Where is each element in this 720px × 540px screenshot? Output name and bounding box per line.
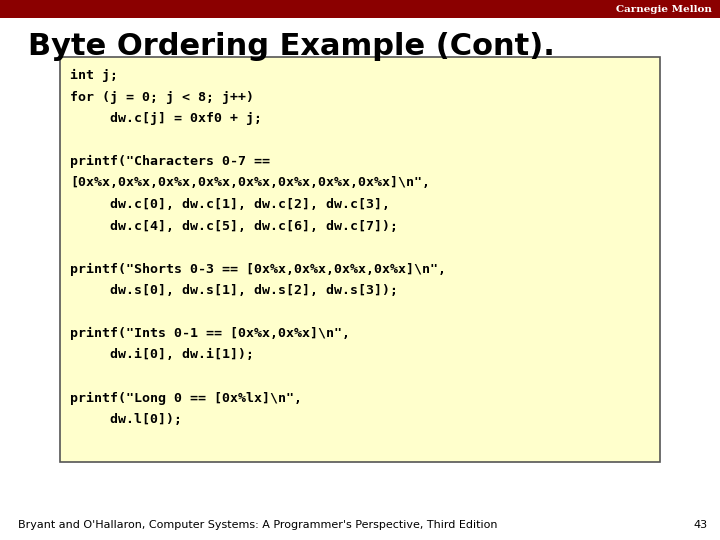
FancyBboxPatch shape bbox=[60, 57, 660, 462]
Text: Carnegie Mellon: Carnegie Mellon bbox=[616, 4, 712, 14]
Text: printf("Ints 0-1 == [0x%x,0x%x]\n",: printf("Ints 0-1 == [0x%x,0x%x]\n", bbox=[70, 327, 350, 340]
Text: dw.s[0], dw.s[1], dw.s[2], dw.s[3]);: dw.s[0], dw.s[1], dw.s[2], dw.s[3]); bbox=[70, 284, 398, 297]
Text: int j;: int j; bbox=[70, 69, 118, 82]
Text: printf("Long 0 == [0x%lx]\n",: printf("Long 0 == [0x%lx]\n", bbox=[70, 392, 302, 404]
Text: [0x%x,0x%x,0x%x,0x%x,0x%x,0x%x,0x%x,0x%x]\n",: [0x%x,0x%x,0x%x,0x%x,0x%x,0x%x,0x%x,0x%x… bbox=[70, 177, 430, 190]
Text: printf("Characters 0-7 ==: printf("Characters 0-7 == bbox=[70, 155, 270, 168]
Text: dw.i[0], dw.i[1]);: dw.i[0], dw.i[1]); bbox=[70, 348, 254, 361]
Text: dw.l[0]);: dw.l[0]); bbox=[70, 413, 182, 426]
Text: printf("Shorts 0-3 == [0x%x,0x%x,0x%x,0x%x]\n",: printf("Shorts 0-3 == [0x%x,0x%x,0x%x,0x… bbox=[70, 262, 446, 275]
Text: dw.c[j] = 0xf0 + j;: dw.c[j] = 0xf0 + j; bbox=[70, 112, 262, 125]
Text: Bryant and O'Hallaron, Computer Systems: A Programmer's Perspective, Third Editi: Bryant and O'Hallaron, Computer Systems:… bbox=[18, 520, 498, 530]
Text: for (j = 0; j < 8; j++): for (j = 0; j < 8; j++) bbox=[70, 91, 254, 104]
Text: 43: 43 bbox=[694, 520, 708, 530]
Text: Byte Ordering Example (Cont).: Byte Ordering Example (Cont). bbox=[28, 32, 555, 61]
Bar bbox=[0, 0, 720, 18]
Text: dw.c[0], dw.c[1], dw.c[2], dw.c[3],: dw.c[0], dw.c[1], dw.c[2], dw.c[3], bbox=[70, 198, 390, 211]
Text: dw.c[4], dw.c[5], dw.c[6], dw.c[7]);: dw.c[4], dw.c[5], dw.c[6], dw.c[7]); bbox=[70, 219, 398, 233]
